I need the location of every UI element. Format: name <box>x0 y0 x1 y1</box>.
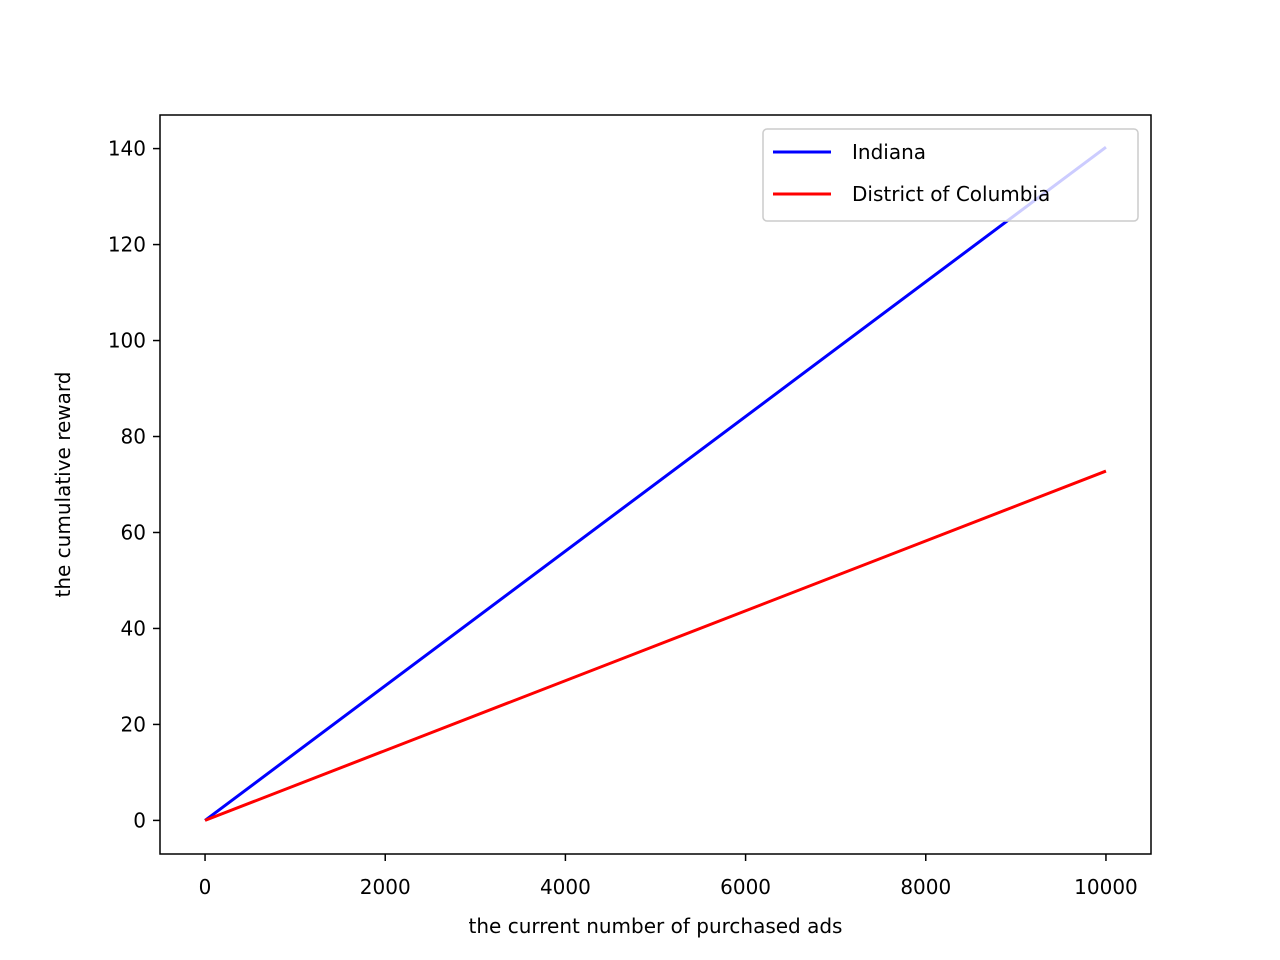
y-axis-label: the cumulative reward <box>51 372 75 598</box>
legend: Indiana District of Columbia <box>762 128 1139 222</box>
series-line-0 <box>204 145 1107 822</box>
legend-label-1: District of Columbia <box>852 182 1050 206</box>
legend-label-0: Indiana <box>852 140 926 164</box>
y-tick-label: 20 <box>121 712 146 736</box>
y-tick-label: 40 <box>121 616 146 640</box>
y-tick-label: 140 <box>108 137 146 161</box>
x-axis-ticks: 0 2000 4000 6000 8000 10000 <box>199 854 1138 899</box>
legend-box <box>762 128 1139 222</box>
y-tick-label: 120 <box>108 233 146 257</box>
y-tick-label: 60 <box>121 520 146 544</box>
y-tick-label: 100 <box>108 329 146 353</box>
x-axis-label: the current number of purchased ads <box>469 914 843 938</box>
y-tick-label: 80 <box>121 425 146 449</box>
series-layer <box>204 145 1107 822</box>
x-tick-label: 6000 <box>720 875 771 899</box>
x-tick-label: 0 <box>199 875 212 899</box>
x-tick-label: 2000 <box>360 875 411 899</box>
series-line-1 <box>204 469 1107 822</box>
y-tick-label: 0 <box>133 808 146 832</box>
x-tick-label: 8000 <box>900 875 951 899</box>
y-axis-ticks: 0 20 40 60 80 100 120 140 <box>108 137 160 832</box>
x-tick-label: 4000 <box>540 875 591 899</box>
x-tick-label: 10000 <box>1074 875 1138 899</box>
plot-frame <box>159 114 1152 855</box>
